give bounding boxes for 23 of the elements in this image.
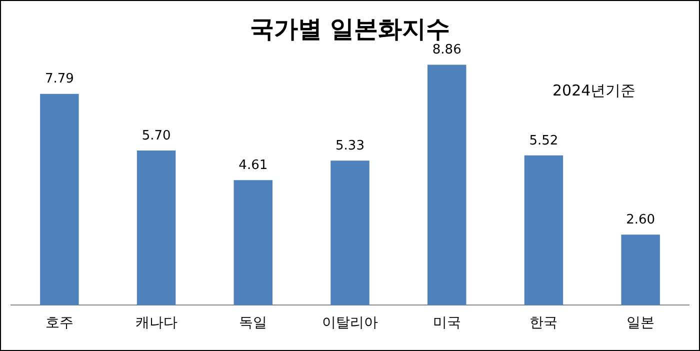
x-tick-label: 호주: [45, 315, 74, 332]
data-label: 4.61: [238, 158, 268, 173]
data-label: 5.70: [142, 128, 171, 144]
bar: [330, 160, 370, 306]
x-tick-label: 미국: [432, 315, 461, 332]
bar: [40, 94, 79, 306]
x-tick-label: 한국: [530, 315, 558, 332]
bar: [234, 180, 273, 306]
x-tick-label: 일본: [626, 315, 655, 332]
data-label: 5.52: [529, 133, 558, 148]
data-label: 8.86: [432, 42, 462, 58]
annotation: 2024년기준: [552, 81, 636, 100]
bar: [136, 150, 176, 306]
data-label: 2.60: [626, 212, 656, 228]
bar: [427, 64, 466, 306]
x-tick-label: 이탈리아: [322, 315, 378, 332]
data-label: 5.33: [336, 138, 364, 154]
data-label: 7.79: [44, 72, 74, 87]
chart-title: 국가별 일본화지수: [248, 14, 452, 44]
x-tick-label: 캐나다: [135, 315, 178, 332]
bar: [621, 234, 660, 306]
x-tick-label: 독일: [239, 315, 268, 332]
bar: [524, 155, 564, 306]
